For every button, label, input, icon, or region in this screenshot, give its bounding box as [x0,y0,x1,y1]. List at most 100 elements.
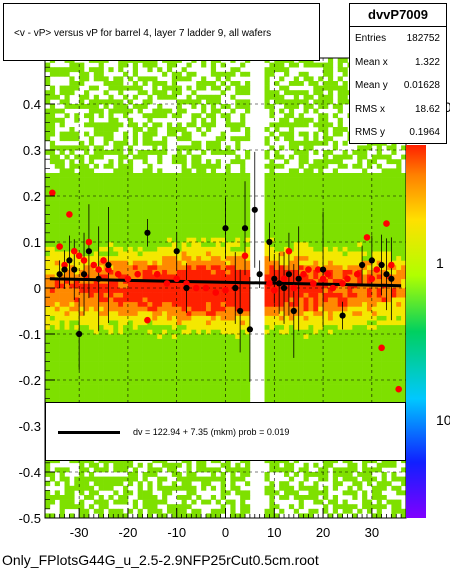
heatmap-cell [274,297,280,303]
heatmap-cell [362,380,368,385]
heatmap-cell [113,255,119,261]
heatmap-cell [147,361,153,367]
heatmap-cell [176,242,182,247]
heatmap-cell [303,311,309,316]
heatmap-cell [93,297,99,303]
heatmap-cell [274,127,280,132]
heatmap-cell [118,62,124,68]
heatmap-cell [225,315,231,321]
heatmap-cell [201,242,207,247]
heatmap-cell [162,214,168,220]
heatmap-cell [205,306,212,312]
heatmap-cell [288,334,295,339]
heatmap-cell [274,324,280,330]
heatmap-cell [181,154,187,160]
heatmap-cell [59,71,65,77]
heatmap-cell [362,260,368,266]
heatmap-cell [230,265,236,270]
heatmap-cell [162,274,168,280]
heatmap-cell [69,131,75,137]
heatmap-cell [308,508,314,514]
heatmap-cell [98,145,104,151]
heatmap-cell [132,361,138,367]
heatmap-cell [157,173,163,178]
heatmap-cell [74,136,80,142]
heatmap-cell [93,232,99,238]
heatmap-cell [342,85,348,91]
heatmap-cell [142,90,148,96]
heatmap-cell [69,490,75,496]
heatmap-cell [79,191,85,197]
heatmap-cell [264,228,270,234]
heatmap-cell [186,177,192,183]
heatmap-cell [127,99,134,105]
heatmap-cell [157,209,163,215]
heatmap-cell [64,352,70,358]
heatmap-cell [113,246,119,252]
heatmap-cell [118,476,124,482]
heatmap-cell [176,90,182,96]
heatmap-cell [352,274,358,280]
heatmap-cell [162,288,168,293]
heatmap-cell [327,297,334,303]
heatmap-cell [201,467,207,473]
heatmap-cell [142,246,148,252]
heatmap-cell [191,292,197,298]
heatmap-cell [323,186,329,192]
heatmap-cell [59,297,65,303]
heatmap-cell [274,462,280,468]
heatmap-cell [64,361,70,367]
heatmap-cell [166,228,173,234]
heatmap-cell [157,334,163,339]
heatmap-cell [79,513,85,519]
heatmap-cell [342,99,348,105]
heatmap-cell [225,352,231,358]
heatmap-cell [284,177,290,183]
heatmap-cell [332,104,338,109]
heatmap-cell [308,81,314,86]
heatmap-cell [103,196,109,201]
heatmap-cell [127,159,134,165]
heatmap-cell [88,292,95,298]
heatmap-cell [347,301,353,307]
heatmap-cell [127,200,134,206]
heatmap-cell [181,297,187,303]
heatmap-cell [347,214,353,220]
heatmap-cell [69,495,75,500]
heatmap-cell [59,334,65,339]
heatmap-cell [132,232,138,238]
heatmap-cell [59,223,65,229]
heatmap-cell [191,315,197,321]
heatmap-cell [274,219,280,224]
heatmap-cell [342,71,348,77]
heatmap-cell [162,476,168,482]
heatmap-cell [225,150,231,155]
heatmap-cell [186,85,192,91]
heatmap-cell [157,476,163,482]
heatmap-cell [274,269,280,275]
heatmap-cell [142,99,148,105]
heatmap-cell [186,462,192,468]
heatmap-cell [201,375,207,381]
heatmap-cell [205,127,212,132]
heatmap-cell [362,209,368,215]
heatmap-cell [288,269,295,275]
heatmap-cell [103,462,109,468]
heatmap-cell [49,283,56,289]
heatmap-cell [137,269,143,275]
heatmap-cell [88,232,95,238]
heatmap-cell [201,384,207,390]
heatmap-cell [210,274,217,280]
heatmap-cell [127,209,134,215]
heatmap-cell [108,81,114,86]
heatmap-cell [240,504,246,510]
heatmap-cell [323,389,329,395]
heatmap-cell [288,223,295,229]
heatmap-cell [284,196,290,201]
heatmap-cell [196,219,202,224]
heatmap-cell [357,269,363,275]
heatmap-cell [245,237,251,243]
heatmap-cell [49,306,56,312]
heatmap-cell [162,136,168,142]
heatmap-cell [98,186,104,192]
